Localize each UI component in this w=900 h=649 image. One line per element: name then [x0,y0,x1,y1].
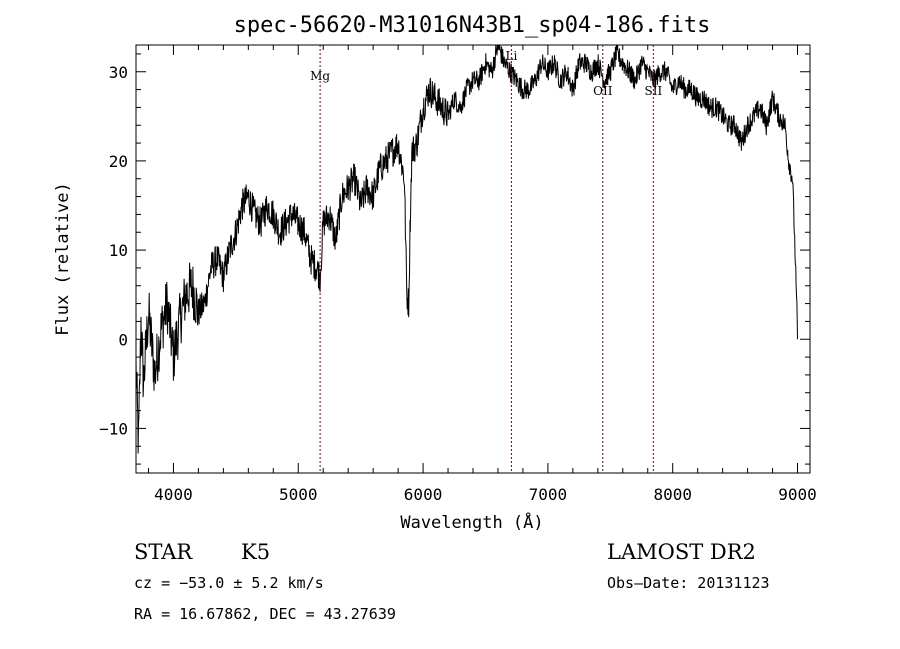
x-tick-label: 6000 [404,485,443,504]
y-tick-label: 20 [109,152,128,171]
y-tick-label: 0 [118,330,128,349]
observation-date: Obs–Date: 20131123 [607,574,770,592]
x-tick-label: 8000 [653,485,692,504]
axis-ticks: 4000 5000 6000 7000 8000 9000 −10 0 10 20 30 [99,45,817,504]
x-axis-label: Wavelength (Å) [400,511,543,533]
plot-area [136,45,798,454]
coordinates: RA = 16.67862, DEC = 43.27639 [134,605,396,623]
y-tick-label: −10 [99,419,128,438]
spectral-line-markers: Mg Li OII SII [310,45,662,473]
x-tick-label: 9000 [778,485,817,504]
spectral-line-label-li: Li [506,49,518,63]
chart-title: spec-56620-M31016N43B1_sp04-186.fits [234,13,711,38]
object-type: STAR [134,540,193,564]
subclass: K5 [241,540,270,564]
y-tick-label: 10 [109,241,128,260]
x-tick-label: 7000 [529,485,568,504]
x-tick-label: 4000 [154,485,193,504]
spectral-line-label-oii: OII [593,84,613,98]
spectral-line-label-sii: SII [645,84,663,98]
spectrum-series-line [136,45,798,454]
x-tick-label: 5000 [279,485,318,504]
radial-velocity: cz = −53.0 ± 5.2 km/s [134,574,324,592]
spectral-line-label-mg: Mg [310,69,330,83]
y-axis-label: Flux (relative) [53,182,73,336]
y-tick-label: 30 [109,63,128,82]
survey-name: LAMOST DR2 [607,540,756,564]
